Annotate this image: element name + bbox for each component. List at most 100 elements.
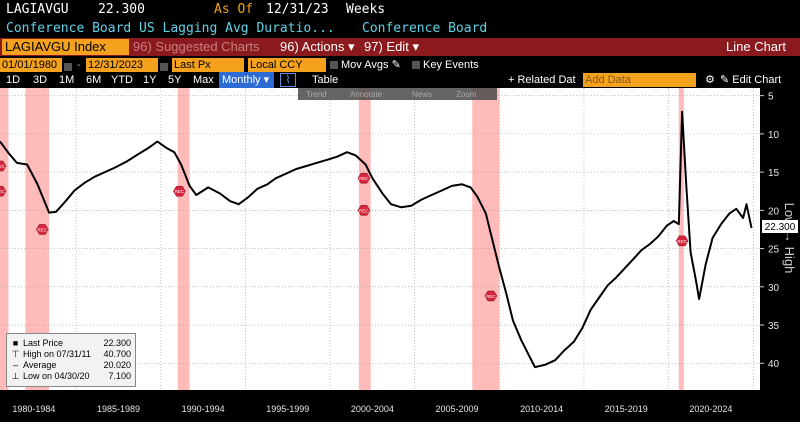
- data-source: Conference Board: [362, 21, 488, 36]
- range-5y[interactable]: 5Y: [168, 74, 182, 86]
- add-data-input[interactable]: Add Data: [583, 73, 696, 87]
- x-tick-label: 1985-1989: [97, 404, 140, 414]
- recession-marker-label: REC: [359, 176, 369, 181]
- last-value-tag: 22.300: [762, 220, 798, 233]
- line-chart-icon[interactable]: ⌇: [280, 73, 296, 87]
- range-3d[interactable]: 3D: [33, 74, 48, 86]
- y-tick-label: 15: [768, 168, 780, 179]
- as-of-date: 12/31/23: [266, 2, 329, 17]
- recession-marker-label: REC: [677, 239, 687, 244]
- checkbox-icon: [412, 61, 420, 70]
- range-1m[interactable]: 1M: [59, 74, 75, 86]
- edit-chart-label: Edit Chart: [732, 74, 782, 86]
- as-of-label: As Of: [214, 2, 254, 17]
- x-tick-label: 2015-2019: [605, 404, 648, 414]
- table-button[interactable]: Table: [312, 74, 339, 86]
- legend-low: ⊥ Low on 04/30/20 7.100: [11, 371, 133, 381]
- recession-marker: REC: [357, 172, 371, 184]
- zoom-tool[interactable]: Zoom: [456, 90, 477, 99]
- recession-marker-label: REC: [175, 189, 185, 194]
- description-row: Conference Board US Lagging Avg Duratio.…: [0, 20, 800, 38]
- y-tick-label: 30: [768, 283, 780, 294]
- last-price: 22.300: [98, 2, 145, 17]
- edit-chart-button[interactable]: ✎ Edit Chart: [720, 72, 781, 88]
- recession-marker-shape: [357, 205, 371, 216]
- recession-marker-shape: [173, 185, 186, 197]
- settings-icon[interactable]: ⚙: [705, 74, 715, 86]
- recession-marker-label: REC: [486, 294, 496, 299]
- menu-bar: LAGIAVGU Index 96) Suggested Charts 96) …: [0, 38, 800, 56]
- caret-down-icon: ▾: [263, 74, 270, 86]
- legend-average: – Average 20.020: [11, 360, 133, 370]
- news-tool[interactable]: News: [412, 90, 432, 99]
- y-tick-label: 40: [768, 359, 780, 370]
- recession-marker-label: REC: [38, 227, 48, 232]
- last-value-tag-text: 22.300: [765, 222, 796, 233]
- legend-low-value: 7.100: [108, 371, 131, 381]
- average-line-icon: –: [12, 360, 18, 370]
- recession-marker-shape: [36, 224, 49, 235]
- edit-menu[interactable]: 97) Edit ▾: [364, 39, 419, 55]
- recession-band: [0, 88, 9, 390]
- recession-marker: REC: [484, 290, 498, 302]
- price-field-select[interactable]: Last Px: [172, 58, 244, 72]
- recession-marker-label: REC: [0, 189, 5, 194]
- high-marker-icon: ⊤: [11, 349, 20, 359]
- frequency-select[interactable]: Monthly ▾: [219, 72, 274, 88]
- range-ytd[interactable]: YTD: [111, 74, 133, 86]
- actions-menu[interactable]: 96) Actions ▾: [280, 39, 354, 55]
- x-tick-label: 1995-1999: [266, 404, 309, 414]
- moving-averages-toggle[interactable]: Mov Avgs ✎: [330, 58, 401, 72]
- end-date-field[interactable]: 12/31/2023: [86, 58, 158, 72]
- x-tick-label: 2020-2024: [689, 404, 732, 414]
- start-date-field[interactable]: 01/01/1980: [0, 58, 62, 72]
- series-line: [0, 110, 753, 369]
- related-data-button[interactable]: + Related Dat: [508, 74, 576, 86]
- recession-marker-shape: [0, 160, 7, 172]
- legend-box: ■ Last Price 22.300 ⊤ High on 07/31/11 40.70…: [6, 333, 136, 387]
- annotate-tool[interactable]: Annotate: [350, 90, 383, 99]
- recession-marker-label: REC: [0, 164, 5, 169]
- recession-marker: REC: [675, 235, 689, 247]
- calendar-icon[interactable]: [64, 60, 75, 74]
- security-field[interactable]: LAGIAVGU Index: [2, 39, 129, 55]
- frequency-label: Monthly: [222, 74, 261, 86]
- y-tick-label: 25: [768, 245, 780, 256]
- x-tick-label: 1980-1984: [12, 404, 55, 414]
- calendar-icon[interactable]: [160, 60, 171, 74]
- key-events-label: Key Events: [423, 59, 479, 71]
- y-tick-label: 10: [768, 130, 780, 141]
- suggested-charts-menu[interactable]: 96) Suggested Charts: [133, 39, 260, 54]
- recession-bands: [0, 88, 684, 390]
- recession-marker: REC: [0, 160, 7, 172]
- title-row: LAGIAVGU 22.300 As Of 12/31/23 Weeks: [0, 0, 800, 20]
- x-tick-label: 2005-2009: [435, 404, 478, 414]
- recession-marker-shape: [675, 235, 689, 247]
- legend-average-label: Average: [23, 360, 57, 370]
- recession-marker-shape: [484, 290, 498, 302]
- range-1y[interactable]: 1Y: [143, 74, 157, 86]
- low-marker-icon: ⊥: [11, 371, 20, 381]
- edit-label: 97) Edit: [364, 39, 409, 54]
- trend-tool[interactable]: Trend: [306, 90, 327, 99]
- range-max[interactable]: Max: [193, 74, 214, 86]
- legend-high-label: High on 07/31/11: [23, 349, 91, 359]
- recession-marker-label: REC: [359, 208, 369, 213]
- line-chart[interactable]: Trend Annotate News Zoom REC REC REC REC REC…: [0, 88, 800, 422]
- range-6m[interactable]: 6M: [86, 74, 102, 86]
- x-tick-label: 1990-1994: [182, 404, 225, 414]
- pencil-icon: ✎: [391, 59, 401, 71]
- period: Weeks: [346, 2, 386, 17]
- range-1d[interactable]: 1D: [6, 74, 21, 86]
- legend-low-label: Low on 04/30/20: [23, 371, 90, 381]
- last-value-tag-background: [762, 220, 798, 233]
- y-tick-label: 5: [768, 92, 774, 103]
- key-events-toggle[interactable]: Key Events: [412, 58, 479, 72]
- currency-select[interactable]: Local CCY: [248, 58, 326, 72]
- legend-last-price: ■ Last Price 22.300: [11, 338, 133, 348]
- actions-label: 96) Actions: [280, 39, 345, 54]
- recession-band: [358, 88, 371, 390]
- chart-type-label: Line Chart: [726, 39, 786, 54]
- y-tick-label: 35: [768, 321, 780, 332]
- legend-last-label: Last Price: [23, 338, 64, 348]
